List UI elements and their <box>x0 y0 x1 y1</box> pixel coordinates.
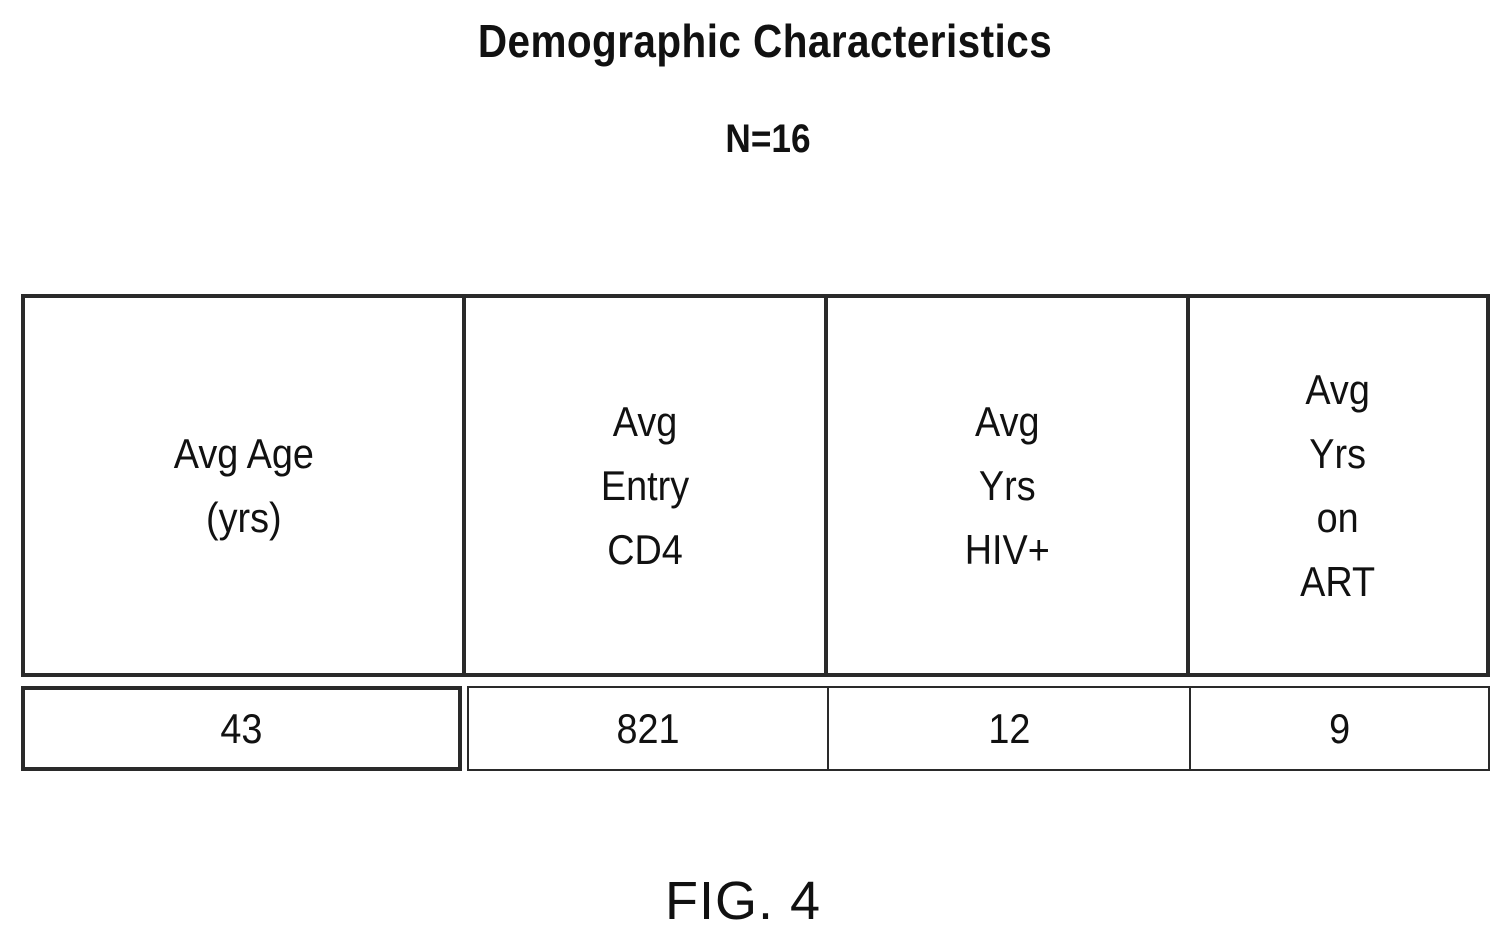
cell-value: 43 <box>220 704 263 752</box>
value-avg-yrs-hiv: 12 <box>829 686 1191 771</box>
header-avg-age: Avg Age (yrs) <box>25 298 466 673</box>
table-header-row: Avg Age (yrs) Avg Entry CD4 Avg Yrs HIV+… <box>21 294 1490 677</box>
page-title: Demographic Characteristics <box>477 15 1053 67</box>
figure-label: FIG. 4 <box>664 871 822 931</box>
header-label: Avg Entry CD4 <box>600 397 690 573</box>
value-avg-age: 43 <box>21 686 462 771</box>
header-label: Avg Age (yrs) <box>173 429 314 541</box>
value-avg-entry-cd4: 821 <box>467 686 829 771</box>
cell-value: 9 <box>1328 704 1351 752</box>
header-label: Avg Yrs on ART <box>1300 365 1376 605</box>
cell-value: 821 <box>616 704 680 752</box>
header-avg-entry-cd4: Avg Entry CD4 <box>466 298 828 673</box>
header-label: Avg Yrs HIV+ <box>964 397 1050 573</box>
header-avg-yrs-hiv: Avg Yrs HIV+ <box>828 298 1190 673</box>
cell-value: 12 <box>987 704 1031 752</box>
header-avg-yrs-art: Avg Yrs on ART <box>1190 298 1486 673</box>
value-avg-yrs-art: 9 <box>1191 686 1490 771</box>
table-data-row: 43 821 12 9 <box>21 686 1490 771</box>
sample-size: N=16 <box>725 117 811 161</box>
